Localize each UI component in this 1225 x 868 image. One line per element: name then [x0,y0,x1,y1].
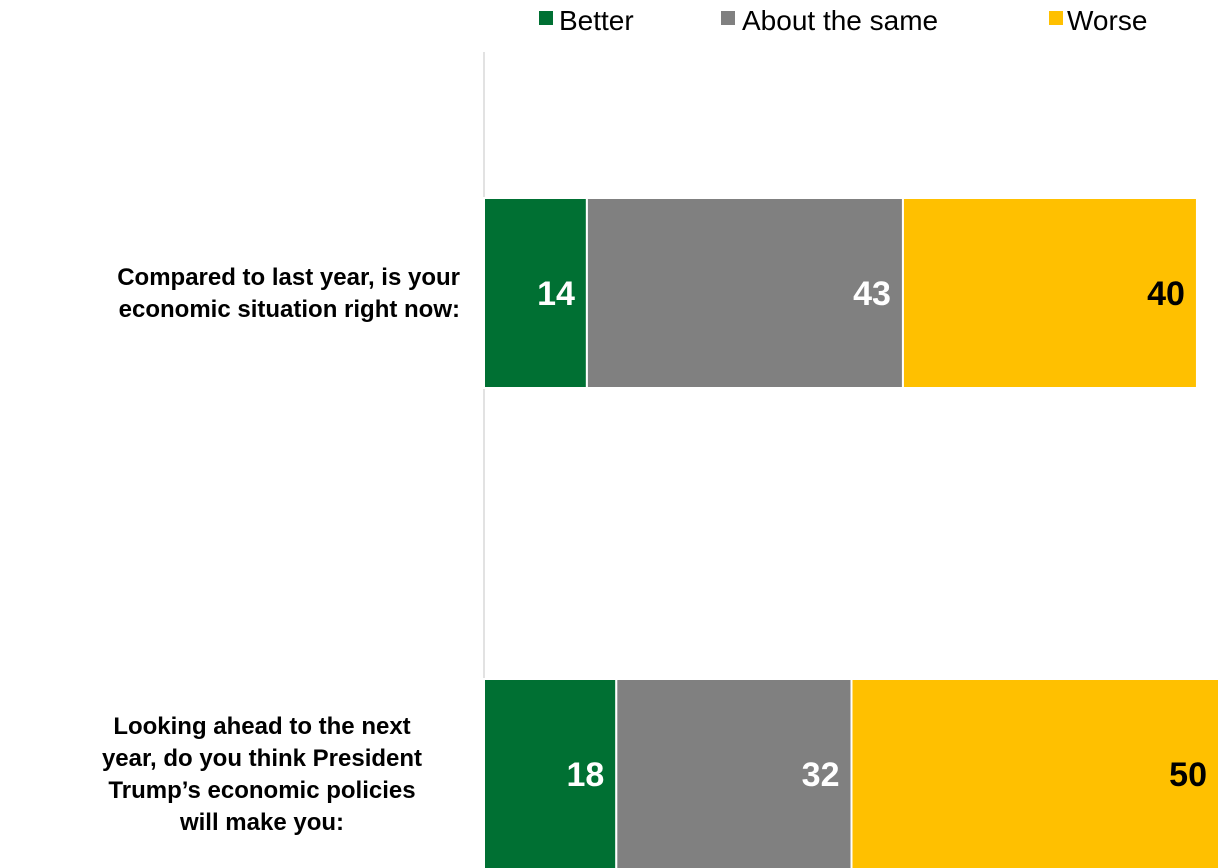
category-label-2-line-1: Looking ahead to the next [113,713,410,740]
legend-label-2: About the same [742,5,938,36]
legend-label-3: Worse [1067,5,1147,36]
category-label-2-line-3: Trump’s economic policies [108,777,415,804]
category-label-2-line-4: will make you: [179,809,344,836]
category-label-1-line-2: economic situation right now: [119,296,460,323]
legend-swatch-2 [721,11,735,25]
data-label-2-2: 32 [802,756,840,794]
bar-1-3 [901,197,1198,389]
data-label-2-1: 18 [566,756,604,794]
category-label-1-line-1: Compared to last year, is your [117,264,460,291]
bar-2-3 [850,678,1220,868]
legend-swatch-3 [1049,11,1063,25]
data-label-1-1: 14 [537,275,575,313]
legend-swatch-1 [539,11,553,25]
legend-label-1: Better [559,5,634,36]
bar-1-2 [585,197,904,389]
data-label-2-3: 50 [1169,756,1207,794]
category-label-2-line-2: year, do you think President [102,745,422,772]
bar-2-2 [615,678,853,868]
data-label-1-3: 40 [1147,275,1185,313]
data-label-1-2: 43 [853,275,891,313]
